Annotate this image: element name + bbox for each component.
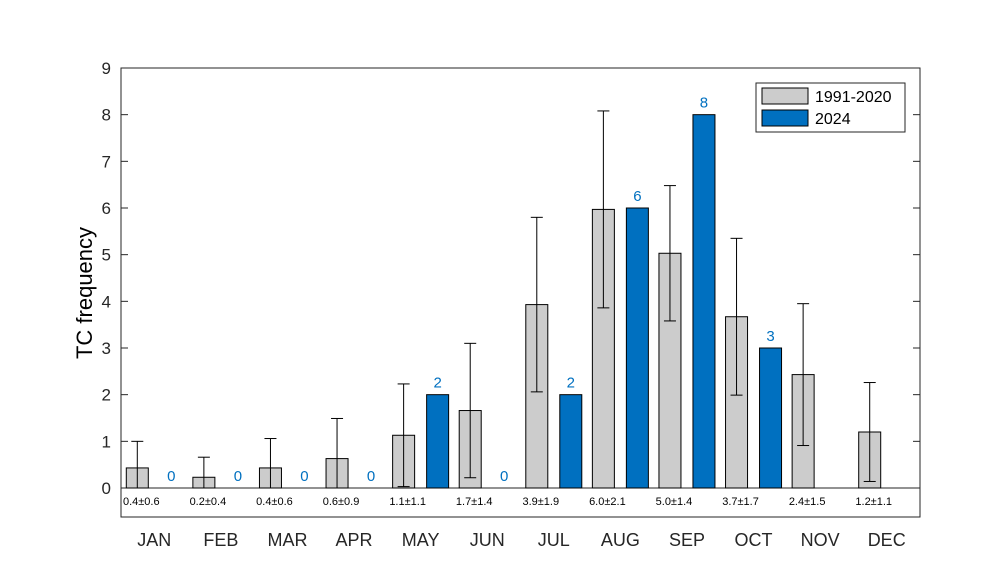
mean-std-label-sep: 5.0±1.4 [656,496,693,508]
mean-std-label-mar: 0.4±0.6 [256,496,293,508]
y-tick-label: 8 [102,106,111,125]
x-tick-label-feb: FEB [203,530,238,550]
legend-label-1991-2020: 1991-2020 [815,89,892,106]
legend-label-2024: 2024 [815,111,851,128]
x-tick-label-apr: APR [336,530,373,550]
bar-2024-aug [625,207,649,489]
value-label-2024-aug: 6 [633,188,641,205]
bar-2024-sep [692,114,716,489]
x-tick-label-jul: JUL [538,530,570,550]
mean-std-label-jan: 0.4±0.6 [123,496,160,508]
mean-std-label-jun: 1.7±1.4 [456,496,493,508]
value-label-2024-jul: 2 [567,375,575,392]
x-tick-label-jun: JUN [470,530,505,550]
bar-2024-may [426,394,450,489]
x-tick-label-aug: AUG [601,530,640,550]
y-tick-label: 9 [102,59,111,78]
y-tick-label: 6 [102,199,111,218]
plot-area: 0 1 2 3 4 5 6 7 8 9 0.4±0.6 0 JAN 0.2±0.4 0 FEB 0.4±0.6 0… [102,59,921,550]
mean-std-label-apr: 0.6±0.9 [323,496,360,508]
y-tick-label: 7 [102,152,111,171]
y-tick-label: 3 [102,339,111,358]
y-tick-label: 0 [102,479,111,498]
y-tick-label: 5 [102,246,111,265]
value-label-2024-jan: 0 [167,468,175,485]
y-tick-label: 2 [102,386,111,405]
legend-swatch-1991-2020 [761,87,809,105]
x-tick-label-mar: MAR [267,530,307,550]
bar-2024-jul [559,394,583,489]
value-label-2024-mar: 0 [300,468,308,485]
x-tick-label-may: MAY [402,530,440,550]
axes-box [120,67,921,518]
x-tick-label-sep: SEP [669,530,705,550]
y-tick-label: 1 [102,432,111,451]
y-tick-label: 4 [102,292,111,311]
value-label-2024-feb: 0 [234,468,242,485]
mean-std-label-feb: 0.2±0.4 [190,496,227,508]
value-label-2024-sep: 8 [700,95,708,112]
mean-std-label-aug: 6.0±2.1 [589,496,626,508]
x-tick-label-dec: DEC [868,530,906,550]
x-tick-label-oct: OCT [735,530,773,550]
value-label-2024-oct: 3 [766,328,774,345]
legend-swatch-2024 [761,109,809,127]
mean-std-label-jul: 3.9±1.9 [522,496,559,508]
y-axis-label: TC frequency [72,227,97,359]
x-tick-label-jan: JAN [137,530,171,550]
value-label-2024-may: 2 [433,375,441,392]
bar-2024-oct [759,347,783,489]
mean-std-label-nov: 2.4±1.5 [789,496,826,508]
mean-std-label-oct: 3.7±1.7 [722,496,759,508]
value-label-2024-jun: 0 [500,468,508,485]
mean-std-label-dec: 1.2±1.1 [855,496,892,508]
x-tick-label-nov: NOV [801,530,840,550]
value-label-2024-apr: 0 [367,468,375,485]
legend: 1991-2020 2024 [755,82,906,133]
mean-std-label-may: 1.1±1.1 [389,496,426,508]
